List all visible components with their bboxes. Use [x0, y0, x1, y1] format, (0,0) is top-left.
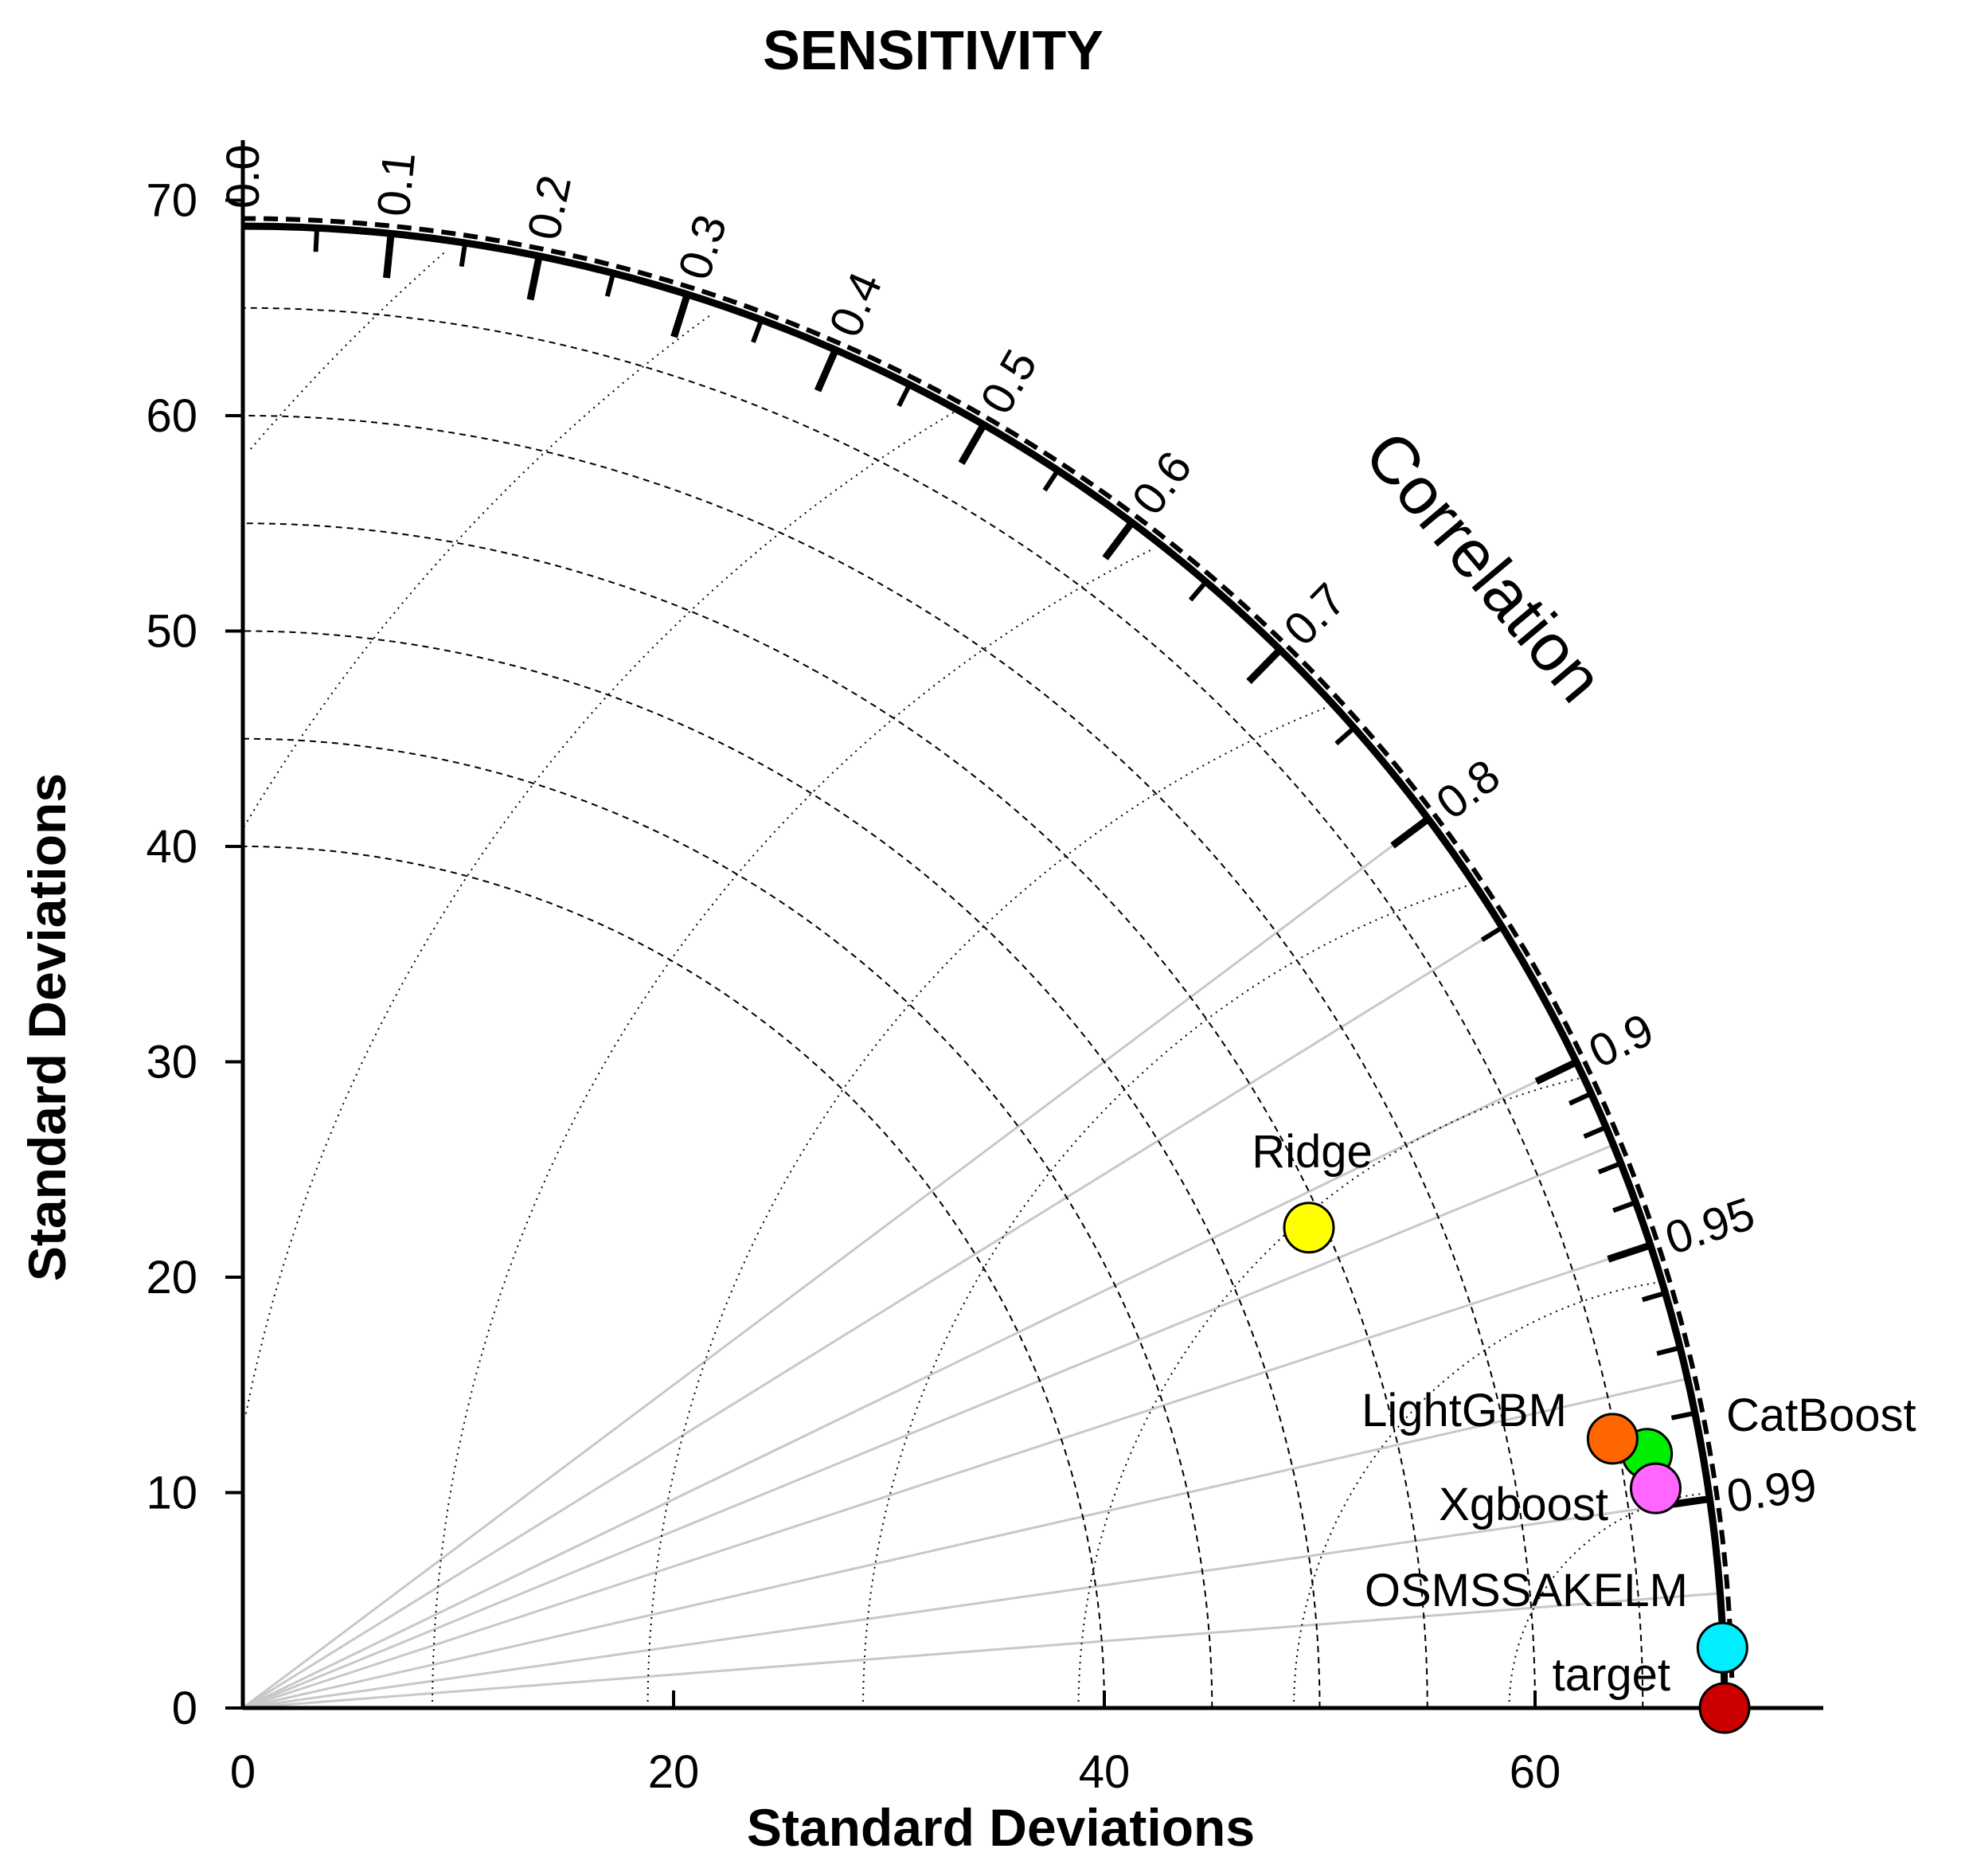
point-target	[1698, 1682, 1751, 1734]
std-ring-50	[242, 630, 1321, 1709]
corr-label-0.0: 0.0	[217, 144, 269, 209]
corr-label-0.5: 0.5	[971, 341, 1048, 422]
corr-minor-tick-0.65	[1188, 580, 1208, 602]
correlation-title: Correlation	[1350, 417, 1618, 716]
rmsd-ring-90	[250, 249, 447, 450]
corr-minor-tick-0.15	[459, 242, 468, 268]
correlation-arc-layer	[242, 216, 1735, 1709]
axes-layer	[225, 140, 1823, 1710]
corr-minor-tick-0.25	[604, 272, 616, 297]
y-tick-label-30: 30	[146, 1037, 197, 1088]
y-tick-label-70: 70	[146, 175, 197, 227]
corr-label-0.1: 0.1	[367, 150, 425, 219]
rmsd-ring-50	[647, 706, 1326, 1709]
y-tick-label-60: 60	[146, 390, 197, 442]
point-label-OSMSSAKELM: OSMSSAKELM	[1365, 1565, 1688, 1616]
corr-major-tick-0.5	[958, 423, 987, 466]
corr-label-0.3: 0.3	[668, 209, 736, 285]
corr-major-tick-0.8	[1390, 815, 1431, 849]
corr-minor-tick-0.85	[1480, 925, 1504, 942]
radial-line-4	[242, 1244, 1651, 1710]
corr-minor-tick-0.96	[1641, 1291, 1666, 1303]
corr-label-0.7: 0.7	[1274, 573, 1356, 655]
corr-minor-tick-0.45	[897, 383, 912, 408]
corr-minor-tick-0.97	[1656, 1345, 1681, 1356]
radial-line-0	[242, 818, 1429, 1710]
corr-minor-tick-0.35	[751, 319, 764, 343]
corr-major-tick-0.2	[526, 255, 543, 301]
point-label-LightGBM: LightGBM	[1361, 1385, 1567, 1436]
x-tick-label-0: 0	[230, 1746, 256, 1798]
corr-minor-tick-0.91	[1568, 1091, 1592, 1106]
y-tick-label-40: 40	[146, 821, 197, 873]
x-tick-label-40: 40	[1079, 1746, 1131, 1798]
corr-major-tick-0.1	[383, 233, 395, 279]
corr-label-0.4: 0.4	[819, 264, 893, 344]
corr-major-tick-0.9	[1534, 1058, 1578, 1085]
radial-line-6	[242, 1497, 1710, 1710]
x-tick-label-20: 20	[648, 1746, 700, 1798]
rmsd-ring-60	[432, 548, 1154, 1709]
y-tick-label-10: 10	[146, 1468, 197, 1519]
rmsd-ring-40	[862, 884, 1470, 1709]
chart-title: SENSITIVITY	[763, 19, 1104, 81]
corr-major-tick-0.95	[1607, 1241, 1652, 1263]
correlation-arc	[242, 222, 1729, 1709]
corr-major-tick-0.4	[814, 348, 839, 393]
x-tick-label-60: 60	[1510, 1746, 1561, 1798]
y-axis-title: Standard Deviations	[18, 773, 76, 1281]
std-ring-45	[242, 737, 1213, 1709]
std-ring-60	[242, 415, 1536, 1709]
radial-line-5	[242, 1378, 1688, 1710]
corr-minor-tick-0.98	[1670, 1410, 1696, 1421]
radial-line-3	[242, 1143, 1615, 1710]
radial-line-1	[242, 926, 1503, 1710]
corr-label-0.2: 0.2	[518, 171, 581, 244]
point-LightGBM	[1586, 1413, 1639, 1465]
corr-major-tick-0.7	[1246, 647, 1283, 685]
point-Xgboost	[1629, 1462, 1682, 1514]
corr-minor-tick-0.93	[1597, 1161, 1622, 1174]
radial-line-7	[242, 1592, 1721, 1710]
points-layer	[1283, 1202, 1751, 1734]
corr-minor-tick-0.94	[1612, 1200, 1637, 1214]
reference-std-arc	[242, 216, 1735, 1701]
rmsd-ring-70	[244, 411, 955, 1414]
corr-label-0.99: 0.99	[1724, 1459, 1820, 1522]
std-ring-55	[242, 522, 1428, 1709]
rmsd-ring-10	[1508, 1492, 1705, 1709]
text-layer: SENSITIVITY Standard Deviations Standard…	[18, 19, 1916, 1857]
corr-label-0.95: 0.95	[1659, 1187, 1761, 1264]
corr-minor-tick-0.55	[1042, 469, 1061, 492]
point-label-CatBoost: CatBoost	[1726, 1389, 1916, 1441]
grid-layer	[242, 249, 1721, 1710]
point-OSMSSAKELM	[1696, 1621, 1748, 1674]
y-tick-label-0: 0	[172, 1683, 197, 1734]
point-label-Ridge: Ridge	[1252, 1126, 1373, 1178]
point-label-target: target	[1553, 1649, 1670, 1701]
corr-major-tick-0.6	[1102, 520, 1135, 561]
point-Ridge	[1283, 1202, 1335, 1254]
corr-minor-tick-0.05	[313, 228, 320, 252]
rmsd-ring-80	[243, 313, 713, 828]
std-ring-40	[242, 846, 1105, 1709]
corr-minor-tick-0.92	[1583, 1124, 1608, 1139]
radial-line-2	[242, 1061, 1577, 1710]
corr-label-0.6: 0.6	[1122, 442, 1201, 525]
corr-minor-tick-0.75	[1334, 725, 1356, 746]
x-axis-title: Standard Deviations	[747, 1798, 1255, 1857]
std-ring-65	[242, 307, 1644, 1709]
corr-major-tick-0.3	[670, 293, 691, 338]
point-label-Xgboost: Xgboost	[1439, 1479, 1608, 1530]
corr-label-0.9: 0.9	[1581, 1003, 1662, 1078]
y-tick-label-50: 50	[146, 606, 197, 658]
y-tick-label-20: 20	[146, 1252, 197, 1303]
